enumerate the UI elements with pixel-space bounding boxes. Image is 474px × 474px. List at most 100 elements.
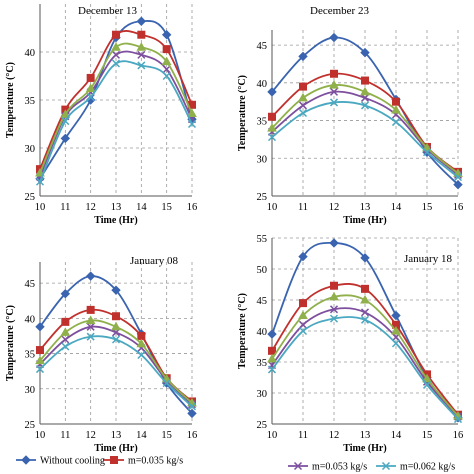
x-tick-label: 10 bbox=[267, 202, 278, 213]
data-point bbox=[298, 108, 308, 118]
y-tick-label: 55 bbox=[257, 234, 268, 245]
data-point bbox=[137, 61, 146, 70]
x-tick-label: 14 bbox=[391, 202, 402, 213]
x-axis-label: Time (Hr) bbox=[94, 215, 137, 226]
data-point bbox=[330, 281, 338, 290]
data-point bbox=[86, 93, 95, 102]
legend-label: m=0.062 kg/s bbox=[400, 462, 455, 473]
data-point bbox=[161, 56, 172, 66]
data-point bbox=[137, 30, 146, 39]
data-point bbox=[298, 92, 308, 102]
legend-label: Without cooling bbox=[40, 456, 105, 467]
data-point bbox=[136, 42, 147, 51]
data-point bbox=[60, 109, 71, 118]
x-tick-label: 13 bbox=[111, 202, 122, 213]
x-axis-label: Time (Hr) bbox=[343, 215, 386, 226]
x-tick-label: 12 bbox=[85, 202, 96, 213]
chart-title: January 18 bbox=[404, 253, 452, 265]
series-5 bbox=[35, 59, 197, 186]
series-5 bbox=[267, 314, 463, 424]
legend-entry: m=0.035 kg/s bbox=[104, 456, 183, 467]
data-point bbox=[422, 380, 432, 389]
data-point bbox=[298, 251, 308, 262]
data-point bbox=[137, 350, 146, 360]
data-point bbox=[298, 101, 308, 110]
y-tick-label: 35 bbox=[257, 117, 268, 128]
data-point bbox=[268, 112, 276, 121]
data-point bbox=[329, 238, 339, 248]
x-tick-label: 12 bbox=[85, 430, 96, 441]
data-point bbox=[111, 42, 121, 51]
chart-title: January 08 bbox=[130, 255, 178, 267]
y-tick-label: 25 bbox=[25, 192, 36, 203]
data-point bbox=[267, 329, 277, 339]
y-tick-label: 25 bbox=[257, 192, 268, 203]
series-line bbox=[271, 316, 459, 420]
data-point bbox=[112, 312, 120, 321]
subplot-3: 25 30 35 40 45 10 11 12 13 14 15 16 Time (Hr) Tempera… bbox=[5, 255, 197, 454]
y-tick-label: 30 bbox=[25, 144, 36, 155]
data-point bbox=[85, 315, 96, 324]
data-point bbox=[453, 173, 463, 182]
y-tick-label: 35 bbox=[25, 96, 36, 107]
y-tick-label: 30 bbox=[257, 389, 268, 400]
data-point bbox=[60, 133, 71, 144]
data-point bbox=[137, 331, 146, 340]
data-point bbox=[187, 402, 197, 411]
data-point bbox=[329, 87, 339, 96]
subplot-2: 25 30 35 40 45 10 11 12 13 14 15 16 Time (Hr) Tempera… bbox=[237, 5, 463, 226]
data-point bbox=[360, 47, 370, 58]
data-point bbox=[391, 310, 401, 321]
data-point bbox=[111, 50, 121, 59]
series-5 bbox=[35, 332, 197, 411]
data-point bbox=[86, 322, 95, 331]
data-point bbox=[162, 71, 171, 81]
data-point bbox=[111, 59, 121, 68]
data-point bbox=[360, 253, 370, 263]
series-4 bbox=[35, 315, 197, 407]
data-point bbox=[391, 339, 401, 348]
y-tick-label: 40 bbox=[257, 79, 268, 90]
legend-label: m=0.053 kg/s bbox=[312, 462, 367, 473]
y-tick-label: 40 bbox=[25, 48, 36, 59]
data-point bbox=[162, 379, 171, 388]
x-tick-label: 14 bbox=[391, 430, 402, 441]
data-point bbox=[360, 315, 370, 324]
data-point bbox=[187, 119, 197, 129]
data-point bbox=[112, 30, 120, 39]
data-point bbox=[267, 365, 277, 374]
data-point bbox=[453, 415, 463, 424]
data-point bbox=[329, 32, 339, 43]
data-point bbox=[422, 142, 432, 152]
data-point bbox=[35, 322, 45, 332]
legend-marker bbox=[381, 461, 391, 471]
y-tick-label: 35 bbox=[257, 358, 268, 369]
data-point bbox=[360, 294, 370, 304]
data-point bbox=[161, 30, 172, 40]
data-point bbox=[329, 80, 339, 89]
chart-title: December 13 bbox=[78, 5, 137, 17]
data-point bbox=[61, 117, 70, 126]
data-point bbox=[329, 314, 339, 323]
data-point bbox=[86, 73, 95, 82]
y-tick-label: 45 bbox=[257, 41, 268, 52]
y-tick-label: 25 bbox=[25, 420, 36, 431]
y-tick-label: 30 bbox=[25, 385, 36, 396]
x-tick-label: 16 bbox=[453, 202, 464, 213]
data-point bbox=[298, 51, 308, 62]
data-point bbox=[361, 284, 369, 293]
series-4 bbox=[35, 42, 197, 177]
y-tick-label: 25 bbox=[257, 420, 268, 431]
legend-entry: m=0.053 kg/s bbox=[288, 462, 367, 473]
data-point bbox=[267, 123, 277, 132]
x-tick-label: 16 bbox=[187, 202, 198, 213]
data-point bbox=[35, 355, 45, 365]
data-point bbox=[85, 83, 96, 92]
y-tick-label: 45 bbox=[25, 279, 36, 290]
legend-marker bbox=[21, 455, 31, 465]
y-axis-label: Temperature (°C) bbox=[5, 62, 16, 138]
data-point bbox=[60, 327, 71, 336]
data-point bbox=[61, 335, 70, 344]
x-tick-label: 11 bbox=[298, 430, 308, 441]
